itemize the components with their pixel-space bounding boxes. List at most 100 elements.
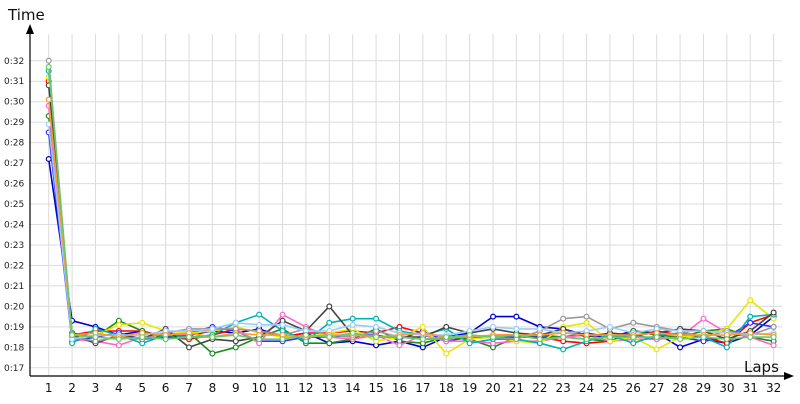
data-point [536,336,543,343]
y-tick-label: 0:25 [4,200,24,210]
data-point [373,323,380,330]
x-tick-label: 16 [392,381,407,395]
series-line [47,85,775,349]
data-point [606,323,613,330]
data-point [583,319,590,326]
data-point [279,321,286,328]
data-point [232,338,239,345]
series-5 [45,102,777,349]
x-tick-label: 14 [345,381,360,395]
y-tick-label: 0:20 [4,302,24,312]
x-tick-label: 15 [368,381,383,395]
data-point [45,57,52,64]
data-point [560,334,567,341]
data-point [747,297,754,304]
data-point [186,344,193,351]
data-point [630,340,637,347]
series-3 [45,129,777,345]
data-point [326,334,333,341]
y-tick-label: 0:23 [4,241,24,251]
data-point [677,336,684,343]
data-point [256,336,263,343]
x-tick-label: 20 [485,381,500,395]
series-line [47,105,774,347]
data-point [583,336,590,343]
data-point [466,332,473,339]
data-point [69,332,76,339]
y-tick-labels: 0:17 0:18 0:19 0:20 0:21 0:22 0:23 0:24 0:25 0:26… [4,57,24,374]
x-tick-label: 28 [672,381,687,395]
x-tick-label: 22 [532,381,547,395]
x-tick-label: 8 [209,381,217,395]
x-tick-label: 27 [649,381,664,395]
series-8 [45,82,777,351]
data-point [232,332,239,339]
data-point [279,311,286,318]
data-point [45,96,52,103]
series-4 [45,113,777,357]
series-6 [45,74,777,357]
data-point [45,156,52,163]
x-tick-label: 18 [439,381,454,395]
x-tick-label: 11 [275,381,290,395]
y-tick-label: 0:22 [4,261,24,271]
x-tick-label: 5 [138,381,146,395]
series-line [47,60,774,343]
series-line [47,115,774,355]
data-point [232,344,239,351]
data-point [653,334,660,341]
x-tick-label: 30 [719,381,734,395]
series-line [47,77,775,355]
y-tick-label: 0:28 [4,139,24,149]
data-point [92,334,99,341]
data-point [747,334,754,341]
x-tick-label: 29 [696,381,711,395]
data-point [396,334,403,341]
x-tick-label: 21 [509,381,524,395]
data-point [677,344,684,351]
data-point [115,342,122,349]
y-tick-label: 0:32 [4,57,24,67]
series-lines [45,57,777,357]
x-tick-label: 17 [415,381,430,395]
data-point [419,323,426,330]
data-point [770,309,777,316]
x-tick-label: 3 [92,381,100,395]
series-9 [45,57,777,345]
y-tick-label: 0:29 [4,118,24,128]
data-point [256,321,263,328]
data-point [583,313,590,320]
x-tick-labels: 1 2 3 4 5 6 7 8 9 10 11 12 13 14 15 16 17 18 19 20 21 22 23 24 2… [45,381,781,395]
y-axis-title: Time [7,6,45,24]
y-tick-label: 0:31 [4,77,24,87]
data-point [723,336,730,343]
data-point [747,313,754,320]
data-point [373,315,380,322]
axes: Time Laps [7,6,794,380]
data-point [770,323,777,330]
data-point [209,350,216,357]
series-2 [45,78,777,347]
series-11 [45,96,777,341]
x-axis-title: Laps [744,358,779,376]
data-point [326,319,333,326]
data-point [560,346,567,353]
data-point [630,334,637,341]
data-point [700,315,707,322]
data-point [162,336,169,343]
series-line [47,70,774,351]
y-tick-label: 0:30 [4,98,24,108]
data-point [630,319,637,326]
data-point [606,334,613,341]
series-10 [45,121,777,343]
data-point [466,340,473,347]
data-point [349,315,356,322]
data-point [209,334,216,341]
y-axis-arrowhead [26,24,34,34]
data-point [373,334,380,341]
series-line [47,81,774,345]
data-point [490,323,497,330]
data-point [45,63,52,70]
data-point [115,321,122,328]
